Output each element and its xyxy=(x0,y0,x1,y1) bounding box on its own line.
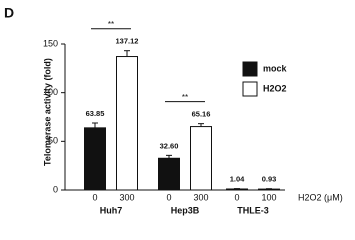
significance-label: ** xyxy=(182,93,188,102)
panel-label: D xyxy=(4,5,14,21)
value-label: 0.93 xyxy=(262,175,277,184)
dose-label: 300 xyxy=(193,192,208,202)
value-label: 63.85 xyxy=(86,109,105,118)
bar xyxy=(84,127,106,191)
group-label: THLE-3 xyxy=(237,205,269,215)
y-tick-label: 100 xyxy=(43,87,58,97)
y-axis-label: Telomerase activity (fold) xyxy=(42,58,52,166)
dose-label: 300 xyxy=(119,192,134,202)
legend-label: mock xyxy=(263,63,288,73)
dose-label: 0 xyxy=(92,192,97,202)
y-tick-label: 150 xyxy=(43,38,58,48)
legend-swatch xyxy=(242,61,258,77)
dose-label: 0 xyxy=(166,192,171,202)
dose-label: 0 xyxy=(234,192,239,202)
y-tick-label: 0 xyxy=(53,184,58,194)
significance-label: ** xyxy=(108,20,114,29)
bar xyxy=(158,157,180,191)
y-tick-label: 50 xyxy=(48,136,58,146)
value-label: 32.60 xyxy=(160,141,179,150)
legend-label: H2O2 xyxy=(263,83,287,93)
legend-swatch xyxy=(242,81,258,97)
value-label: 1.04 xyxy=(230,175,245,184)
chart: D Telomerase activity (fold) H2O2 (μM) 0… xyxy=(4,5,343,216)
bar xyxy=(190,126,212,191)
x-axis-label: H2O2 (μM) xyxy=(298,192,343,202)
bar xyxy=(258,188,280,191)
value-label: 65.16 xyxy=(192,110,211,119)
group-label: Hep3B xyxy=(171,205,200,215)
bar xyxy=(226,188,248,191)
dose-label: 100 xyxy=(261,192,276,202)
bar xyxy=(116,56,138,191)
group-label: Huh7 xyxy=(100,205,123,215)
value-label: 137.12 xyxy=(116,37,139,46)
